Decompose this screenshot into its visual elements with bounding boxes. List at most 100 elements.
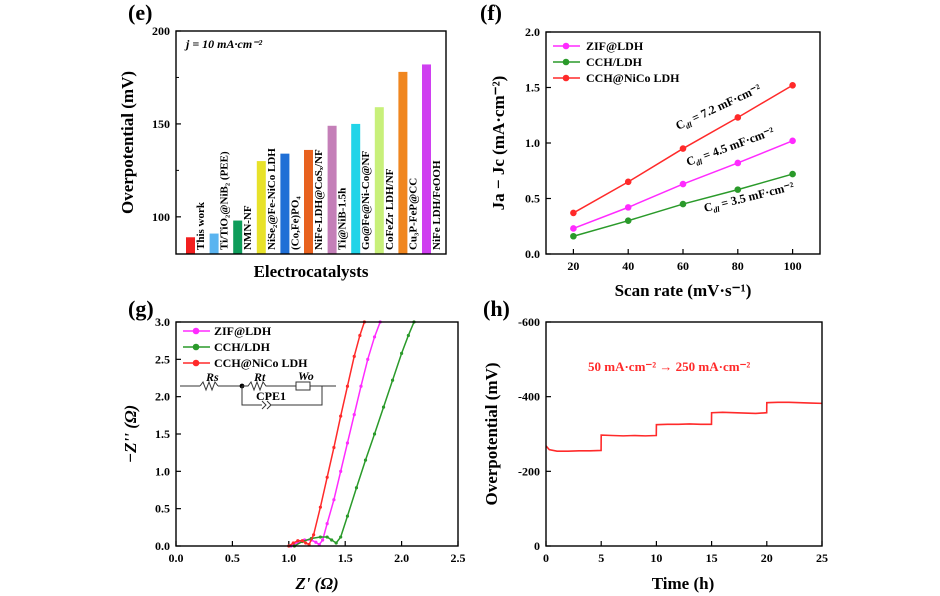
plot-frame-e — [175, 30, 447, 255]
circuit-label-cpe: CPE1 — [256, 389, 286, 403]
bar — [233, 220, 243, 254]
data-point — [345, 384, 350, 388]
data-point — [366, 357, 370, 361]
data-point — [624, 178, 632, 186]
data-point — [381, 405, 386, 409]
x-axis-label: Scan rate (mV·s⁻¹) — [615, 281, 752, 300]
y-tick-label: 0 — [534, 539, 540, 553]
y-tick-label: 0.5 — [155, 502, 170, 516]
data-point — [352, 354, 356, 358]
panel-f: (f) 20 40 60 80 100 0.0 0.5 1.0 1.5 2.0 ZIF@LDH CCH/… — [480, 0, 821, 300]
panel-label-g: (g) — [128, 296, 154, 321]
legend-marker — [562, 74, 570, 82]
data-point — [570, 232, 577, 240]
legend-label: CCH@NiCo LDH — [214, 356, 308, 370]
panel-g: (g) 0.0 0.5 1.0 1.5 2.0 2.5 0.0 0.5 1.0 1.5 2.0 2.5 3… — [121, 296, 466, 593]
x-tick-label: 100 — [784, 259, 802, 273]
y-tick-label: 0.5 — [525, 192, 540, 206]
data-point — [345, 514, 350, 518]
data-point — [789, 170, 796, 178]
data-point — [789, 137, 796, 145]
data-point — [679, 200, 687, 208]
y-tick-label: 1.0 — [155, 464, 170, 478]
x-tick-label: 0.5 — [225, 551, 240, 565]
y-tick-label: 1.0 — [525, 136, 540, 150]
y-tick-label: -200 — [518, 464, 540, 478]
data-point — [359, 384, 363, 388]
data-point — [624, 217, 632, 224]
cpe-symbol — [261, 400, 267, 410]
bar — [374, 107, 384, 254]
data-point — [304, 541, 308, 545]
legend-label: CCH/LDH — [214, 340, 271, 354]
data-point — [679, 145, 687, 152]
resistor-rs — [199, 380, 219, 392]
y-tick-label: 100 — [152, 210, 170, 224]
data-point — [570, 225, 577, 232]
circuit-wire — [241, 386, 262, 406]
legend-marker — [192, 327, 200, 335]
x-axis-label: Time (h) — [652, 574, 715, 593]
x-axis-label: Z' (Ω) — [294, 574, 338, 593]
bar-label: NiFe-LDH@CoSₓ/NF — [313, 149, 325, 250]
x-tick-label: 60 — [677, 259, 689, 273]
y-axis-label: Overpotential (mV) — [118, 71, 137, 214]
legend-label: CCH@NiCo LDH — [586, 71, 680, 85]
data-point — [339, 414, 343, 418]
panel-label-f: (f) — [480, 0, 502, 25]
cdl-annotation: Cdl = 3.5 mF·cm⁻² — [702, 179, 796, 217]
legend-marker — [192, 343, 200, 351]
y-axis-label: Overpotential (mV) — [482, 362, 501, 505]
data-point — [390, 378, 395, 382]
data-point — [339, 469, 343, 473]
data-point — [318, 535, 322, 539]
bar-label: NMN-NF — [242, 205, 254, 250]
bar-label: Go@Fe@Ni-Co@NF — [360, 151, 372, 250]
y-axis-label: Ja − Jc (mA·cm⁻²) — [489, 76, 508, 211]
x-axis-label: Electrocatalysts — [254, 262, 369, 281]
data-point — [296, 539, 300, 543]
data-point — [325, 475, 329, 479]
panel-h: (h) 0 5 10 15 20 25 0 -200 -400 -600 50 mA·cm⁻² → 2… — [482, 296, 828, 593]
bar — [280, 153, 290, 254]
cdl-annotation: Cdl = 7.2 mF·cm⁻² — [673, 81, 764, 135]
data-point — [734, 159, 742, 167]
data-point — [789, 81, 796, 89]
panel-label-h: (h) — [483, 296, 510, 321]
y-tick-label: 200 — [152, 24, 170, 38]
data-point — [325, 535, 329, 539]
data-point — [734, 186, 742, 193]
y-tick-label: 0.0 — [155, 539, 170, 553]
warburg-element — [295, 381, 311, 391]
data-point — [314, 540, 318, 544]
data-point — [406, 333, 410, 338]
x-tick-label: 1.5 — [338, 551, 353, 565]
circuit-label-rs: Rs — [205, 370, 219, 384]
annotation-j: j = 10 mA·cm⁻² — [184, 37, 263, 51]
bar — [209, 233, 219, 254]
data-point — [352, 412, 356, 417]
plot-frame-h — [545, 321, 823, 547]
y-tick-label: 1.5 — [525, 81, 540, 95]
y-tick-label: 3.0 — [155, 315, 170, 329]
data-point — [358, 333, 362, 338]
x-tick-label: 20 — [761, 551, 773, 565]
data-point — [325, 522, 329, 526]
x-tick-label: 20 — [567, 259, 579, 273]
data-point — [312, 533, 316, 537]
x-tick-label: 0.0 — [169, 551, 184, 565]
resistor-rt — [242, 380, 296, 392]
panel-label-e: (e) — [128, 0, 152, 25]
bar-label: Ti/TiO₂@NiB₂ (PEE) — [219, 151, 231, 250]
x-tick-label: 0 — [543, 551, 549, 565]
plot-frame-f — [545, 31, 821, 255]
bar-label: NiSe₂@Fe-NiCo LDH — [266, 148, 278, 250]
bar — [398, 71, 408, 254]
data-point — [321, 538, 325, 542]
y-tick-label: 1.5 — [155, 427, 170, 441]
y-tick-label: 150 — [152, 117, 170, 131]
x-tick-label: 80 — [732, 259, 744, 273]
data-point — [291, 541, 295, 545]
current-step-annotation: 50 mA·cm⁻² → 250 mA·cm⁻² — [588, 359, 750, 374]
panel-e: (e) 100 150 200 This work Ti/TiO₂@NiB₂ (PEE) N… — [118, 0, 447, 281]
